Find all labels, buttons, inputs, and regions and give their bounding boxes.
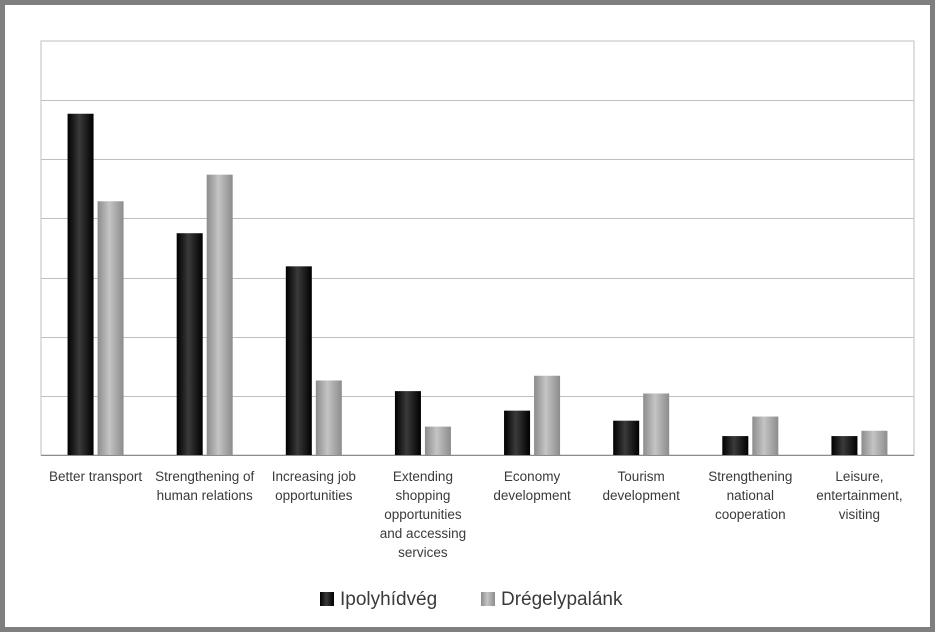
category-label-line: Tourism — [618, 469, 665, 484]
category-label-line: development — [603, 488, 681, 503]
bar — [395, 391, 421, 455]
bar — [425, 427, 451, 455]
category-label-line: visiting — [839, 507, 880, 522]
category-labels: Better transport Strengthening of human re… — [49, 469, 903, 560]
category-label-line: Economy — [504, 469, 561, 484]
legend-swatch — [320, 592, 334, 606]
category-label-line: Extending — [393, 469, 453, 484]
category-label-line: opportunities — [275, 488, 353, 503]
category-label-line: development — [493, 488, 571, 503]
category-label: Strengthening national cooperation — [708, 469, 792, 522]
bar — [722, 436, 748, 455]
bar — [861, 431, 887, 455]
bar — [68, 114, 94, 455]
category-label-line: and accessing — [380, 526, 466, 541]
plot-border — [41, 41, 914, 455]
bar — [752, 417, 778, 455]
legend-swatch — [481, 592, 495, 606]
category-label-line: Leisure, — [835, 469, 883, 484]
category-label: Extending shopping opportunities and access… — [380, 469, 466, 560]
category-label: Better transport — [49, 469, 142, 484]
bar — [98, 201, 124, 455]
category-label-line: shopping — [396, 488, 451, 503]
bar — [177, 233, 203, 455]
legend: Ipolyhídvég Drégelypalánk — [320, 589, 623, 610]
bar-chart: Better transport Strengthening of human re… — [5, 5, 935, 637]
category-label: Strengthening of human relations — [155, 469, 254, 503]
category-label-line: human relations — [157, 488, 253, 503]
category-label-line: services — [398, 545, 448, 560]
category-label-line: national — [727, 488, 774, 503]
category-label: Economy development — [493, 469, 571, 503]
legend-label: Drégelypalánk — [501, 589, 623, 610]
bar — [286, 266, 312, 455]
category-label: Tourism development — [603, 469, 681, 503]
category-label-line: opportunities — [384, 507, 462, 522]
bar — [831, 436, 857, 455]
category-label-line: Increasing job — [272, 469, 356, 484]
bar — [613, 421, 639, 455]
category-label: Leisure, entertainment, visiting — [816, 469, 902, 522]
category-label-line: Strengthening of — [155, 469, 254, 484]
category-label-line: cooperation — [715, 507, 786, 522]
bar — [534, 376, 560, 455]
category-label: Increasing job opportunities — [272, 469, 356, 503]
category-label-line: Better transport — [49, 469, 142, 484]
bar — [504, 411, 530, 455]
bar — [316, 380, 342, 455]
category-label-line: entertainment, — [816, 488, 902, 503]
bar — [207, 175, 233, 455]
bar — [643, 393, 669, 455]
plot-area — [41, 41, 914, 455]
category-label-line: Strengthening — [708, 469, 792, 484]
legend-label: Ipolyhídvég — [340, 589, 437, 610]
